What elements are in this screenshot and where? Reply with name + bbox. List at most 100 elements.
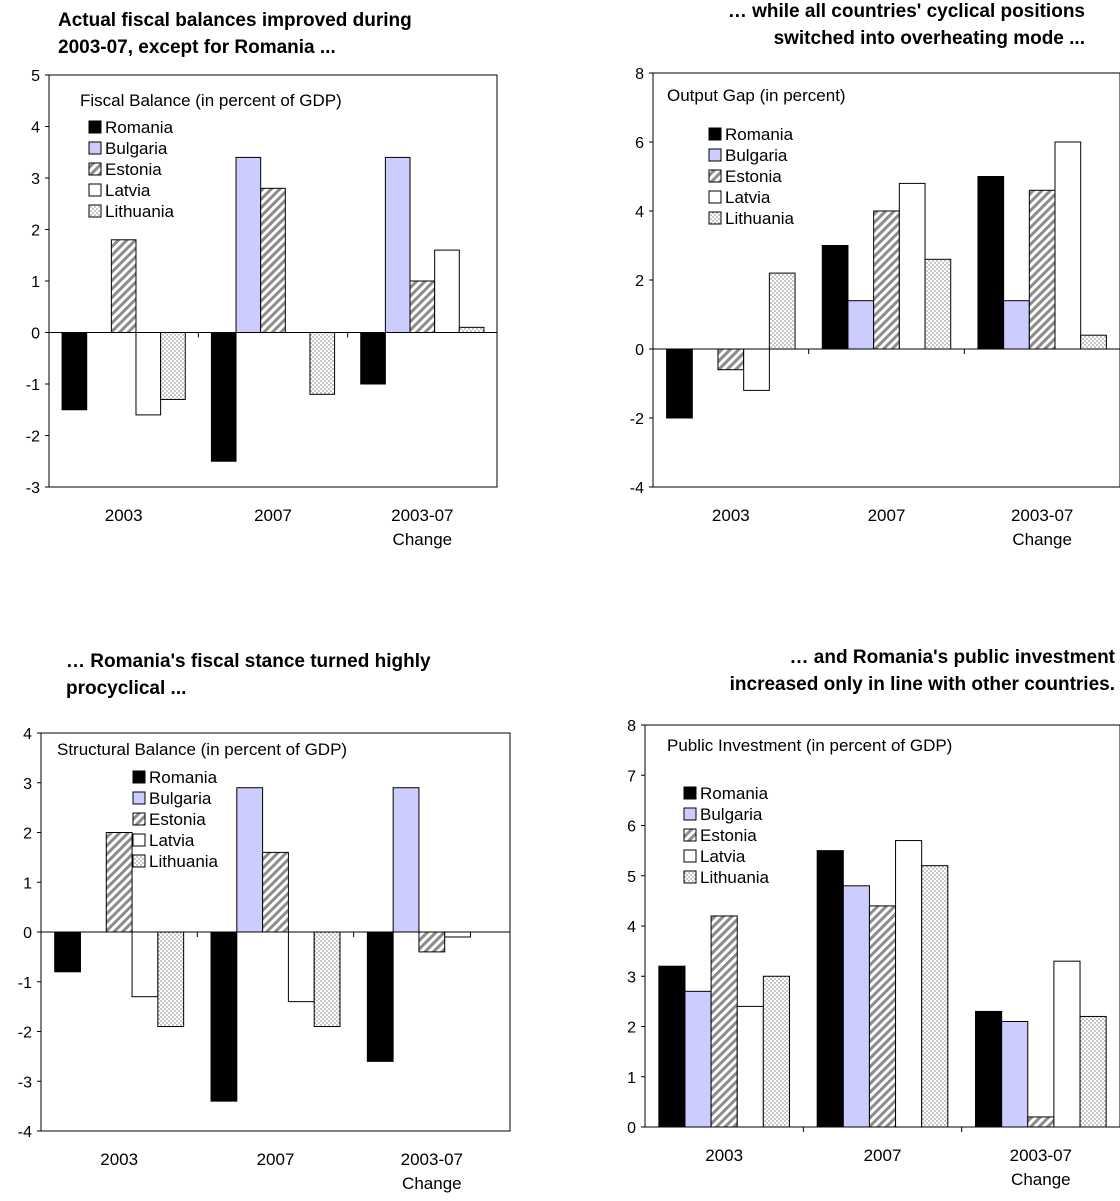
legend-label: Lithuania bbox=[149, 852, 219, 871]
bar-estonia bbox=[1027, 1116, 1055, 1128]
legend-label: Latvia bbox=[105, 181, 151, 200]
y-tick-label: 2 bbox=[23, 826, 32, 843]
chart-2: … while all countries' cyclical position… bbox=[630, 1, 1120, 549]
x-tick-label: 2003 bbox=[705, 1146, 743, 1165]
legend-label: Bulgaria bbox=[700, 805, 763, 824]
y-tick-label: -3 bbox=[18, 1074, 32, 1091]
bar-bulgaria bbox=[384, 156, 411, 333]
bar-romania bbox=[658, 965, 686, 1128]
bar-lithuania bbox=[1079, 1015, 1107, 1128]
legend-swatch bbox=[683, 786, 697, 800]
bar-lithuania bbox=[313, 931, 341, 1028]
x-tick-label: 2003 bbox=[712, 506, 750, 525]
bar-estonia bbox=[110, 239, 137, 333]
bar-latvia bbox=[1053, 960, 1081, 1128]
bar-romania bbox=[210, 332, 237, 462]
bar-latvia bbox=[1054, 141, 1082, 350]
y-tick-label: 0 bbox=[23, 925, 32, 942]
y-tick-label: 4 bbox=[31, 120, 40, 137]
legend-swatch bbox=[708, 127, 722, 141]
bar-bulgaria bbox=[847, 300, 875, 350]
bar-lithuania bbox=[1080, 334, 1107, 350]
y-tick-label: -4 bbox=[18, 1124, 32, 1141]
y-tick-label: 8 bbox=[627, 718, 636, 735]
x-tick-label: 2003-07 bbox=[1010, 1146, 1072, 1165]
bar-estonia bbox=[262, 851, 289, 933]
bar-estonia bbox=[868, 905, 897, 1128]
chart-title: switched into overheating mode ... bbox=[774, 28, 1085, 49]
legend-label: Romania bbox=[725, 125, 794, 144]
x-tick-label: 2003 bbox=[100, 1150, 138, 1169]
bar-lithuania bbox=[157, 931, 185, 1028]
legend-label: Lithuania bbox=[105, 202, 175, 221]
legend-swatch bbox=[88, 162, 102, 176]
y-tick-label: 2 bbox=[31, 223, 40, 240]
bar-lithuania bbox=[458, 326, 485, 334]
bar-romania bbox=[977, 176, 1005, 350]
y-tick-label: 0 bbox=[627, 1120, 636, 1137]
bar-bulgaria bbox=[235, 156, 262, 333]
legend-label: Estonia bbox=[105, 160, 162, 179]
y-tick-label: 5 bbox=[31, 68, 40, 85]
y-tick-label: 2 bbox=[635, 273, 644, 290]
chart-title: … and Romania's public investment bbox=[790, 647, 1116, 668]
bar-lithuania bbox=[160, 332, 186, 400]
legend-swatch bbox=[132, 854, 146, 868]
x-tick-label: 2003 bbox=[105, 506, 143, 525]
legend-label: Estonia bbox=[700, 826, 757, 845]
bar-latvia bbox=[287, 931, 315, 1003]
bar-romania bbox=[666, 348, 693, 419]
bar-estonia bbox=[873, 210, 900, 350]
legend-swatch bbox=[132, 791, 146, 805]
bar-romania bbox=[54, 931, 81, 973]
x-tick-label: 2003-07 bbox=[391, 506, 453, 525]
legend: Romania Bulgaria Estonia Latvia Lithuania bbox=[132, 768, 219, 871]
x-tick-label: 2003-07 bbox=[1011, 506, 1073, 525]
legend-swatch bbox=[132, 833, 146, 847]
y-tick-label: 1 bbox=[627, 1070, 636, 1087]
x-tick-label: 2007 bbox=[864, 1146, 902, 1165]
bar-latvia bbox=[736, 1005, 764, 1128]
legend-label: Estonia bbox=[149, 810, 206, 829]
y-tick-label: 6 bbox=[635, 135, 644, 152]
legend-swatch bbox=[88, 120, 102, 134]
bar-bulgaria bbox=[1003, 300, 1030, 350]
y-tick-label: 0 bbox=[31, 326, 40, 343]
y-tick-label: 6 bbox=[627, 819, 636, 836]
bar-latvia bbox=[895, 840, 923, 1128]
legend-swatch bbox=[88, 183, 102, 197]
legend-swatch bbox=[708, 169, 722, 183]
x-tick-label: 2007 bbox=[254, 506, 292, 525]
bar-estonia bbox=[1028, 189, 1056, 350]
chart-4: … and Romania's public investment increas… bbox=[627, 647, 1120, 1189]
legend-swatch bbox=[132, 812, 146, 826]
x-tick-label: 2007 bbox=[868, 506, 906, 525]
bar-romania bbox=[816, 850, 844, 1128]
legend-label: Romania bbox=[149, 768, 218, 787]
x-tick-label: 2007 bbox=[257, 1150, 295, 1169]
legend: Romania Bulgaria Estonia Latvia Lithuania bbox=[683, 784, 770, 887]
chart-title: increased only in line with other countr… bbox=[730, 674, 1115, 695]
y-tick-label: -1 bbox=[18, 975, 32, 992]
legend-label: Lithuania bbox=[725, 209, 795, 228]
bar-bulgaria bbox=[236, 787, 264, 933]
legend-swatch bbox=[683, 828, 697, 842]
inner-chart-title: Output Gap (in percent) bbox=[667, 86, 846, 105]
chart-title: procyclical ... bbox=[66, 678, 186, 699]
chart-title: 2003-07, except for Romania ... bbox=[58, 37, 336, 58]
chart-title: Actual fiscal balances improved during bbox=[58, 10, 412, 31]
legend-swatch bbox=[683, 807, 697, 821]
legend: Romania Bulgaria Estonia Latvia Lithuania bbox=[708, 125, 795, 228]
bar-estonia bbox=[260, 187, 286, 333]
y-tick-label: -2 bbox=[630, 411, 644, 428]
y-tick-label: 7 bbox=[627, 768, 636, 785]
bar-bulgaria bbox=[1001, 1020, 1029, 1128]
bar-romania bbox=[975, 1010, 1003, 1128]
legend-swatch bbox=[683, 870, 697, 884]
x-tick-label: 2003-07 bbox=[401, 1150, 463, 1169]
legend-label: Latvia bbox=[149, 831, 195, 850]
bar-estonia bbox=[710, 915, 738, 1128]
legend-swatch bbox=[708, 211, 722, 225]
bar-romania bbox=[210, 931, 238, 1102]
